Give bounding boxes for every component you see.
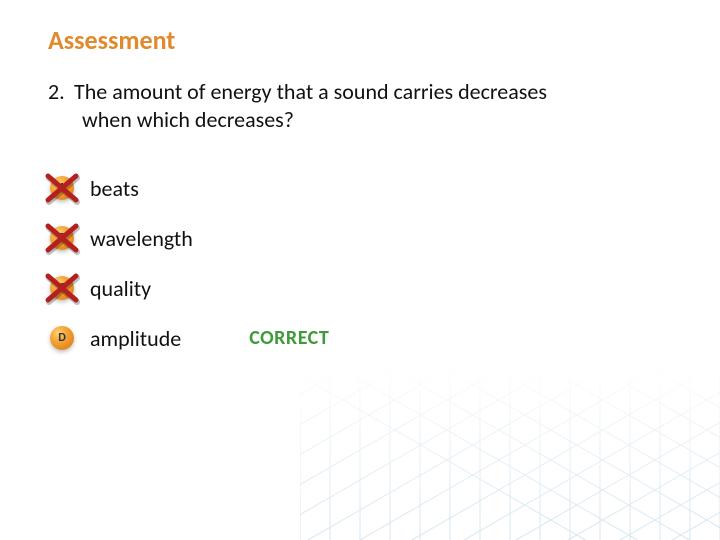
option-b[interactable]: B wavelength: [48, 224, 329, 252]
option-marker: A: [48, 174, 76, 202]
option-marker: C: [48, 274, 76, 302]
option-marker: D: [48, 324, 76, 352]
option-marker: B: [48, 224, 76, 252]
option-c[interactable]: C quality: [48, 274, 329, 302]
correct-label: CORRECT: [249, 326, 329, 350]
option-d[interactable]: D amplitude CORRECT: [48, 324, 329, 352]
options-list: A beats B wavelength C: [48, 174, 329, 352]
option-letter: C: [48, 274, 76, 302]
option-a[interactable]: A beats: [48, 174, 329, 202]
page-title: Assessment: [48, 24, 175, 56]
question-text: 2.The amount of energy that a sound carr…: [48, 78, 660, 134]
option-text: wavelength: [90, 225, 193, 252]
option-text: quality: [90, 275, 151, 302]
question-number: 2.: [48, 78, 74, 106]
option-letter: B: [48, 224, 76, 252]
option-text: beats: [90, 175, 139, 202]
background-isometric-grid: [300, 140, 720, 540]
question-line1: The amount of energy that a sound carrie…: [74, 78, 547, 105]
option-text: amplitude: [90, 325, 181, 352]
slide: Assessment 2.The amount of energy that a…: [0, 0, 720, 540]
option-letter: D: [48, 324, 76, 352]
question-line2: when which decreases?: [82, 106, 660, 134]
option-letter: A: [48, 174, 76, 202]
